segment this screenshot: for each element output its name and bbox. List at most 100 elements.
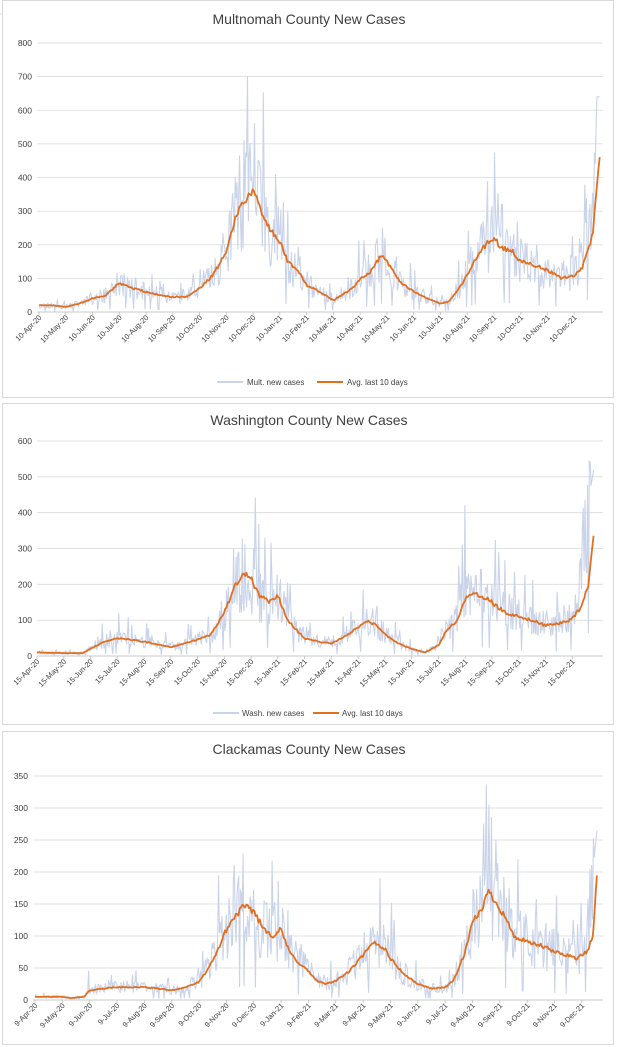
x-tick-label: 10-Aug-20 bbox=[119, 313, 150, 344]
y-tick-label: 100 bbox=[14, 931, 28, 941]
x-tick-label: 9-Apr-20 bbox=[12, 1001, 39, 1028]
x-tick-label: 9-Oct-21 bbox=[505, 1001, 532, 1028]
x-tick-label: 15-Aug-20 bbox=[117, 657, 148, 688]
y-gridlines bbox=[33, 775, 603, 1001]
y-tick-label: 150 bbox=[14, 899, 28, 909]
x-tick-label: 9-May-21 bbox=[366, 1001, 395, 1030]
x-tick-label: 10-Jun-20 bbox=[67, 313, 97, 343]
y-gridlines bbox=[37, 42, 603, 313]
x-tick-label: 15-Feb-21 bbox=[278, 657, 309, 688]
washington-chart: Washington County New Cases 0 100 200 300 40… bbox=[11, 412, 603, 718]
y-tick-label: 350 bbox=[14, 771, 28, 781]
multnomah-chart: Multnomah County New Cases 0 100 200 300 400… bbox=[13, 11, 603, 387]
y-tick-label: 600 bbox=[18, 436, 32, 446]
x-tick-label: 9-May-20 bbox=[38, 1001, 67, 1030]
legend: Wash. new cases Avg. last 10 days bbox=[213, 709, 403, 718]
x-tick-label: 15-Jun-21 bbox=[386, 657, 416, 687]
x-tick-label: 10-Nov-21 bbox=[521, 313, 552, 344]
avg-10-day-line bbox=[38, 157, 601, 308]
y-tick-label: 250 bbox=[14, 835, 28, 845]
multnomah-chart-panel[interactable]: Multnomah County New Cases 0 100 200 300 400… bbox=[2, 0, 614, 398]
x-tick-label: 15-Jan-21 bbox=[252, 657, 282, 687]
avg-10-day-line bbox=[36, 535, 595, 655]
y-axis-ticks: 0 100 200 300 400 500 600 bbox=[18, 436, 32, 661]
x-tick-label: 10-Sep-20 bbox=[146, 313, 177, 344]
raw-cases-line bbox=[34, 784, 598, 1001]
x-tick-label: 9-Dec-21 bbox=[558, 1001, 586, 1029]
x-tick-label: 15-Sep-20 bbox=[144, 657, 175, 688]
x-tick-label: 10-Jan-21 bbox=[254, 313, 284, 343]
x-tick-label: 10-May-20 bbox=[38, 313, 70, 345]
x-tick-label: 15-May-20 bbox=[36, 657, 68, 689]
raw-cases-line bbox=[36, 460, 595, 657]
y-tick-label: 400 bbox=[18, 508, 32, 518]
avg-10-day-line bbox=[35, 875, 598, 999]
y-tick-label: 400 bbox=[18, 173, 32, 183]
x-tick-label: 9-Jun-20 bbox=[67, 1001, 94, 1028]
x-tick-label: 10-May-21 bbox=[360, 313, 392, 345]
y-tick-label: 100 bbox=[18, 615, 32, 625]
plot-area bbox=[34, 784, 598, 1001]
x-tick-label: 15-Dec-20 bbox=[224, 657, 255, 688]
x-tick-label: 9-Nov-20 bbox=[203, 1001, 231, 1029]
x-tick-label: 10-Mar-21 bbox=[307, 313, 338, 344]
x-tick-label: 9-Aug-21 bbox=[449, 1001, 477, 1029]
x-tick-label: 15-May-21 bbox=[358, 657, 390, 689]
x-tick-label: 15-Dec-21 bbox=[546, 657, 577, 688]
chart-title: Washington County New Cases bbox=[210, 412, 407, 428]
x-tick-label: 15-Nov-20 bbox=[198, 657, 229, 688]
y-tick-label: 200 bbox=[18, 579, 32, 589]
y-tick-label: 600 bbox=[18, 105, 32, 115]
y-axis-ticks: 0 100 200 300 400 500 600 700 800 bbox=[18, 38, 32, 317]
y-tick-label: 100 bbox=[18, 273, 32, 283]
x-tick-label: 9-Jul-20 bbox=[96, 1001, 122, 1027]
x-tick-label: 15-Sep-21 bbox=[465, 657, 496, 688]
y-tick-label: 500 bbox=[18, 139, 32, 149]
y-tick-label: 0 bbox=[27, 307, 32, 317]
clackamas-chart-panel[interactable]: Clackamas County New Cases 0 50 100 150 200 2… bbox=[2, 731, 614, 1045]
clackamas-chart: Clackamas County New Cases 0 50 100 150 200 2… bbox=[12, 741, 603, 1030]
x-tick-label: 15-Jun-20 bbox=[65, 657, 95, 687]
legend-avg-label: Avg. last 10 days bbox=[342, 709, 403, 718]
y-tick-label: 300 bbox=[14, 803, 28, 813]
x-tick-label: 10-Feb-21 bbox=[280, 313, 311, 344]
y-tick-label: 200 bbox=[14, 867, 28, 877]
x-tick-label: 10-Sep-21 bbox=[467, 313, 498, 344]
washington-chart-panel[interactable]: Washington County New Cases 0 100 200 300 40… bbox=[2, 403, 614, 725]
x-tick-label: 9-Feb-21 bbox=[285, 1001, 313, 1029]
x-axis-ticks: 10-Apr-2010-May-2010-Jun-2010-Jul-2010-A… bbox=[13, 312, 579, 345]
y-tick-label: 700 bbox=[18, 72, 32, 82]
x-tick-label: 9-Nov-21 bbox=[531, 1001, 559, 1029]
y-axis-ticks: 0 50 100 150 200 250 300 350 bbox=[14, 771, 28, 1005]
y-tick-label: 0 bbox=[23, 995, 28, 1005]
y-gridlines bbox=[37, 440, 603, 657]
raw-cases-line bbox=[38, 76, 600, 312]
y-tick-label: 300 bbox=[18, 544, 32, 554]
y-tick-label: 800 bbox=[18, 38, 32, 48]
chart-title: Multnomah County New Cases bbox=[213, 11, 406, 27]
x-tick-label: 9-Apr-21 bbox=[341, 1001, 368, 1028]
x-tick-label: 10-Dec-20 bbox=[226, 313, 257, 344]
x-axis-ticks: 9-Apr-209-May-20 9-Jun-20 9-Jul-20 9-Aug-20… bbox=[12, 1000, 586, 1030]
x-tick-label: 9-Sep-21 bbox=[476, 1001, 504, 1029]
x-tick-label: 9-Jul-21 bbox=[424, 1001, 450, 1027]
plot-area bbox=[36, 460, 595, 657]
legend: Mult. new cases Avg. last 10 days bbox=[217, 378, 408, 387]
x-tick-label: 9-Jan-21 bbox=[258, 1001, 285, 1028]
x-tick-label: 15-Nov-21 bbox=[519, 657, 550, 688]
chart-title: Clackamas County New Cases bbox=[213, 741, 406, 757]
y-tick-label: 0 bbox=[27, 651, 32, 661]
plot-area bbox=[38, 76, 601, 312]
legend-avg-label: Avg. last 10 days bbox=[347, 378, 408, 387]
x-tick-label: 9-Jun-21 bbox=[395, 1001, 422, 1028]
y-tick-label: 500 bbox=[18, 472, 32, 482]
x-tick-label: 9-Aug-20 bbox=[121, 1001, 149, 1029]
x-tick-label: 10-Dec-21 bbox=[548, 313, 579, 344]
x-tick-label: 15-Aug-21 bbox=[438, 657, 469, 688]
x-tick-label: 9-Dec-20 bbox=[230, 1001, 258, 1029]
legend-raw-label: Wash. new cases bbox=[242, 709, 304, 718]
y-tick-label: 200 bbox=[18, 240, 32, 250]
x-axis-ticks: 15-Apr-2015-May-2015-Jun-2015-Jul-2015-A… bbox=[11, 656, 577, 689]
x-tick-label: 15-Mar-21 bbox=[305, 657, 336, 688]
x-tick-label: 9-Mar-21 bbox=[312, 1001, 340, 1029]
